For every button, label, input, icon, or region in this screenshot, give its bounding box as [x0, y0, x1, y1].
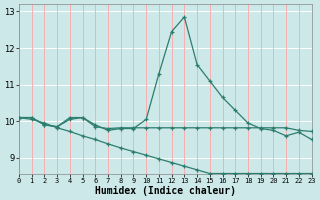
X-axis label: Humidex (Indice chaleur): Humidex (Indice chaleur) [95, 186, 236, 196]
